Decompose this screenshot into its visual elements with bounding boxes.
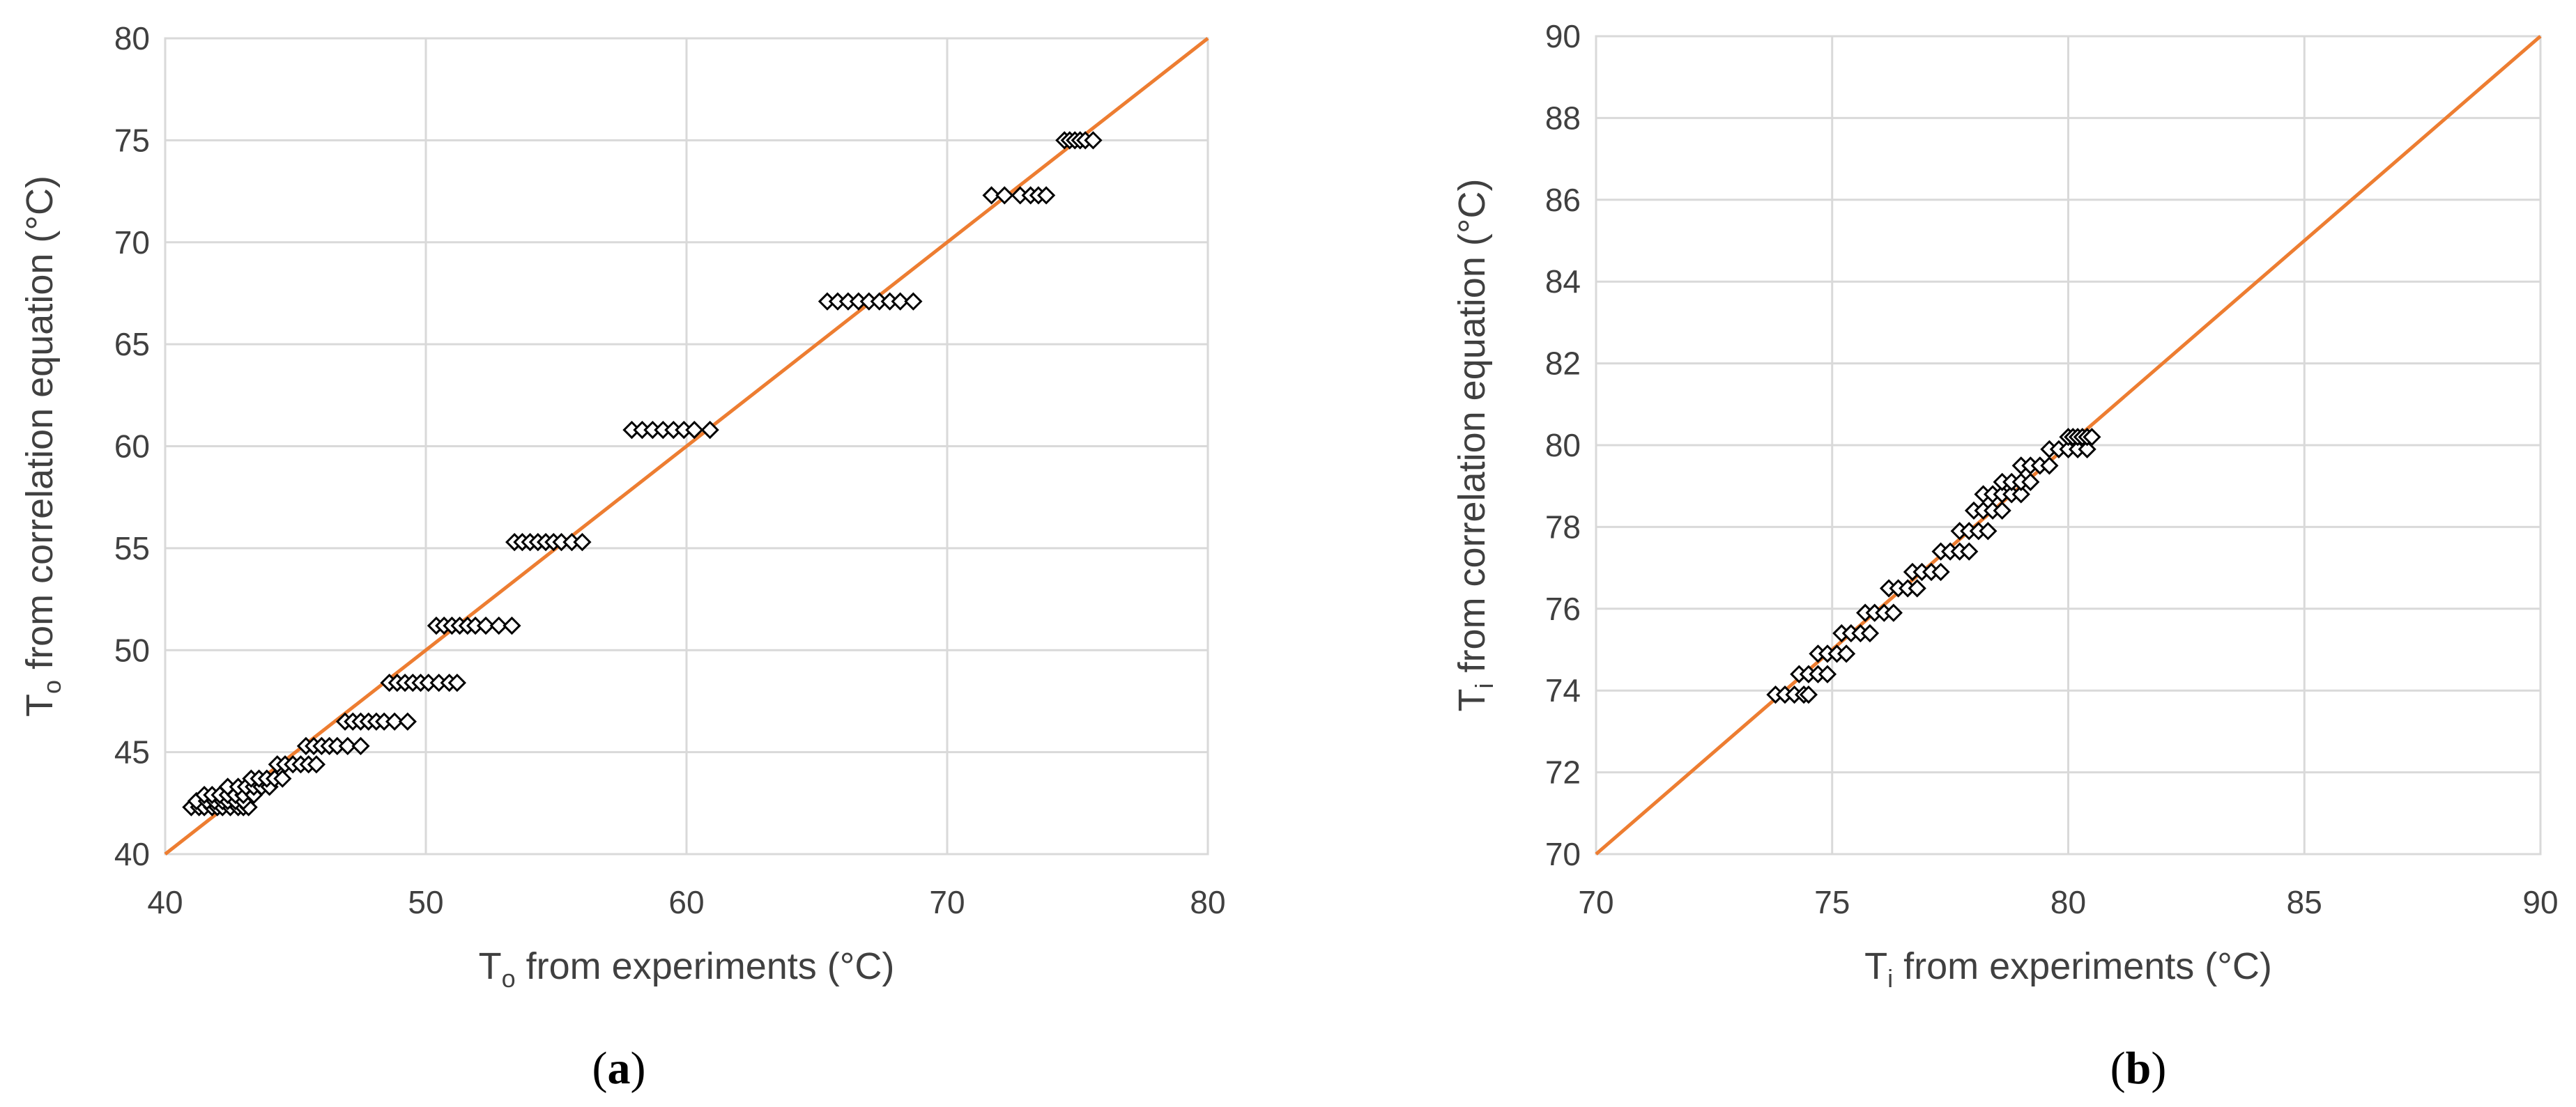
panel-label-close: ) bbox=[2151, 1043, 2166, 1094]
panel-label-open: ( bbox=[2110, 1043, 2126, 1094]
y-axis-title-main: T bbox=[1451, 688, 1493, 711]
y-axis-title-sub: o bbox=[38, 680, 66, 694]
y-axis-title-main: T bbox=[19, 694, 61, 717]
data-point bbox=[273, 769, 292, 788]
x-axis-title-main: T bbox=[479, 945, 502, 987]
data-point bbox=[476, 616, 496, 635]
data-point bbox=[891, 292, 910, 311]
data-point bbox=[2040, 456, 2059, 475]
data-point bbox=[489, 616, 508, 635]
y-tick-label: 55 bbox=[114, 530, 150, 566]
y-tick-label: 78 bbox=[1545, 509, 1581, 545]
data-point bbox=[2078, 440, 2096, 458]
x-tick-label: 70 bbox=[1578, 884, 1613, 920]
x-tick-label: 75 bbox=[1814, 884, 1850, 920]
y-axis-title-rest: from correlation equation (°C) bbox=[19, 176, 61, 680]
x-axis-title-rest: from experiments (°C) bbox=[516, 945, 895, 987]
x-tick-label: 80 bbox=[1190, 884, 1225, 920]
plot-frame bbox=[1595, 35, 2542, 856]
data-point bbox=[351, 736, 370, 755]
x-tick-label: 40 bbox=[147, 884, 183, 920]
data-point bbox=[1860, 624, 1880, 643]
panel-label-letter: b bbox=[2126, 1043, 2152, 1094]
data-point bbox=[995, 186, 1014, 205]
y-tick-label: 50 bbox=[114, 632, 150, 668]
y-tick-label: 65 bbox=[114, 326, 150, 362]
y-tick-label: 70 bbox=[114, 224, 150, 261]
panel-label: (a) bbox=[592, 1043, 646, 1094]
x-axis-title: Ti from experiments (°C) bbox=[1864, 945, 2272, 993]
data-point bbox=[1799, 685, 1818, 704]
panel-label-close: ) bbox=[631, 1043, 646, 1094]
y-tick-label: 80 bbox=[114, 20, 150, 56]
data-point bbox=[982, 186, 1001, 205]
data-point bbox=[2083, 428, 2101, 447]
x-axis-title: To from experiments (°C) bbox=[479, 945, 895, 993]
y-tick-label: 40 bbox=[114, 836, 150, 872]
data-point bbox=[1884, 603, 1903, 622]
y-tick-label: 80 bbox=[1545, 427, 1581, 463]
data-point bbox=[1837, 644, 1856, 663]
plot-frame bbox=[164, 37, 1209, 856]
data-point bbox=[1931, 562, 1950, 582]
data-point bbox=[307, 755, 326, 774]
data-point bbox=[2021, 472, 2040, 491]
panel-label: (b) bbox=[2110, 1043, 2167, 1094]
data-point bbox=[1979, 522, 1998, 541]
data-point bbox=[503, 616, 521, 635]
chart-a: 40 45 50 55 60 65 70 75 80 40 50 60 70 80 To from expe… bbox=[19, 20, 1226, 1094]
x-axis-title-rest: from experiments (°C) bbox=[1893, 945, 2272, 987]
data-point bbox=[385, 712, 404, 731]
y-tick-label: 82 bbox=[1545, 346, 1581, 382]
data-point bbox=[1084, 131, 1103, 150]
y-tick-label: 74 bbox=[1545, 672, 1581, 709]
x-axis-title-sub: o bbox=[502, 964, 516, 993]
y-tick-label: 75 bbox=[114, 122, 150, 158]
data-point bbox=[398, 712, 417, 731]
y-tick-label: 45 bbox=[114, 734, 150, 771]
x-tick-label: 60 bbox=[668, 884, 704, 920]
x-axis-title-sub: i bbox=[1887, 964, 1893, 993]
data-point bbox=[1908, 579, 1926, 598]
data-point bbox=[685, 420, 704, 440]
y-axis-title-rest: from correlation equation (°C) bbox=[1451, 179, 1493, 683]
data-point bbox=[1818, 665, 1837, 683]
x-tick-label: 90 bbox=[2522, 884, 2558, 920]
y-axis-title-sub: i bbox=[1470, 683, 1498, 688]
y-axis-title: To from correlation equation (°C) bbox=[19, 176, 66, 717]
y-tick-label: 90 bbox=[1545, 18, 1581, 54]
x-tick-label: 70 bbox=[929, 884, 965, 920]
y-tick-label: 76 bbox=[1545, 591, 1581, 627]
data-point bbox=[1960, 542, 1979, 561]
data-point bbox=[700, 420, 719, 440]
y-tick-label: 72 bbox=[1545, 754, 1581, 791]
x-tick-label: 50 bbox=[408, 884, 443, 920]
data-point bbox=[338, 736, 357, 755]
data-point bbox=[1036, 186, 1056, 205]
panel-label-letter: a bbox=[608, 1043, 631, 1094]
y-tick-label: 70 bbox=[1545, 836, 1581, 872]
x-tick-label: 85 bbox=[2287, 884, 2322, 920]
x-axis-title-main: T bbox=[1864, 945, 1887, 987]
data-point bbox=[1993, 501, 2011, 520]
y-tick-label: 60 bbox=[114, 428, 150, 465]
panel-label-open: ( bbox=[592, 1043, 608, 1094]
data-point bbox=[904, 292, 923, 311]
y-tick-label: 88 bbox=[1545, 100, 1581, 136]
y-axis-title: Ti from correlation equation (°C) bbox=[1451, 179, 1498, 712]
data-point bbox=[573, 532, 592, 552]
reference-line bbox=[164, 37, 1209, 856]
chart-b: 70 72 74 76 78 80 82 84 86 88 90 70 75 80 85 90 Ti from … bbox=[1451, 18, 2559, 1094]
y-tick-label: 84 bbox=[1545, 263, 1581, 300]
y-tick-label: 86 bbox=[1545, 182, 1581, 218]
data-point bbox=[2011, 485, 2030, 504]
x-tick-label: 80 bbox=[2050, 884, 2086, 920]
data-point bbox=[447, 673, 467, 692]
